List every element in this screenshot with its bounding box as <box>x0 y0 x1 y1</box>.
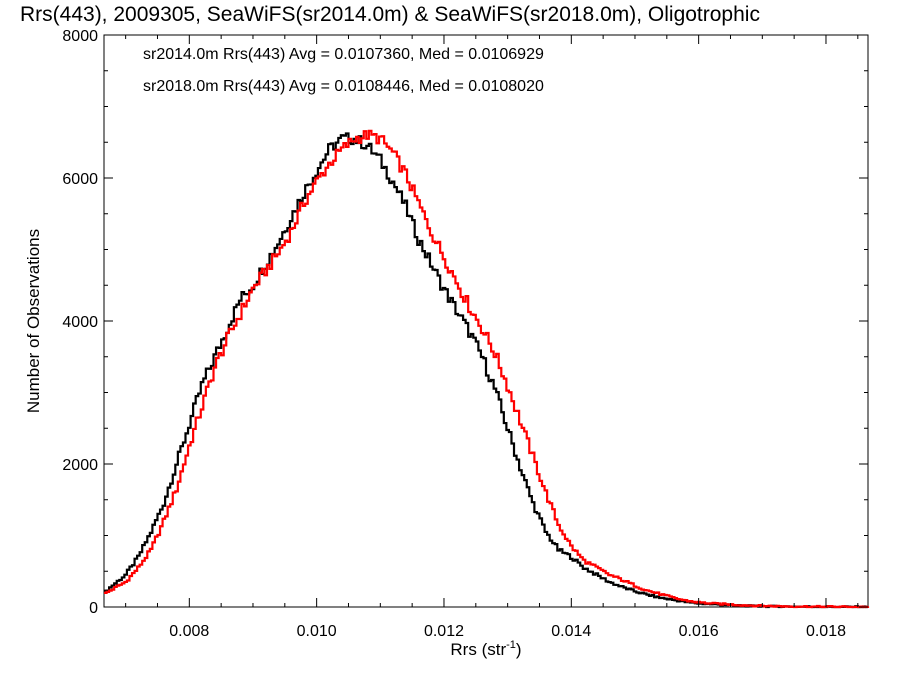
plot-area <box>103 34 870 609</box>
x-tick-label: 0.016 <box>679 623 719 640</box>
x-axis-label: Rrs (str-1) <box>450 639 521 659</box>
y-axis-label: Number of Observations <box>24 229 43 413</box>
x-tick-label: 0.008 <box>169 623 209 640</box>
y-tick-label: 6000 <box>62 171 98 188</box>
legend-entry-sr2018: sr2018.0m Rrs(443) Avg = 0.0108446, Med … <box>143 78 544 95</box>
x-tick-label: 0.010 <box>297 623 337 640</box>
chart-title: Rrs(443), 2009305, SeaWiFS(sr2014.0m) & … <box>20 3 760 26</box>
legend-entry-sr2014: sr2014.0m Rrs(443) Avg = 0.0107360, Med … <box>143 46 544 63</box>
y-tick-label: 4000 <box>62 314 98 331</box>
y-tick-label: 8000 <box>62 28 98 45</box>
x-tick-label: 0.018 <box>806 623 846 640</box>
x-tick-label: 0.014 <box>551 623 591 640</box>
y-tick-label: 2000 <box>62 457 98 474</box>
series-layer <box>104 129 870 609</box>
x-axis-label-base: Rrs (str <box>450 640 506 659</box>
series-line-sr2014-0m <box>104 132 868 609</box>
legend: sr2014.0m Rrs(443) Avg = 0.0107360, Med … <box>143 46 544 95</box>
x-axis-label-superscript: -1 <box>506 639 516 651</box>
plot-frame <box>103 34 869 608</box>
y-axis: 0 2000 4000 6000 8000 <box>62 28 868 617</box>
x-axis-label-close: ) <box>516 640 522 659</box>
series-line-sr2018-0m <box>104 129 870 609</box>
y-tick-label: 0 <box>89 600 98 617</box>
x-tick-label: 0.012 <box>424 623 464 640</box>
x-axis: 0.008 0.010 0.012 0.014 0.016 0.018 <box>125 35 859 640</box>
